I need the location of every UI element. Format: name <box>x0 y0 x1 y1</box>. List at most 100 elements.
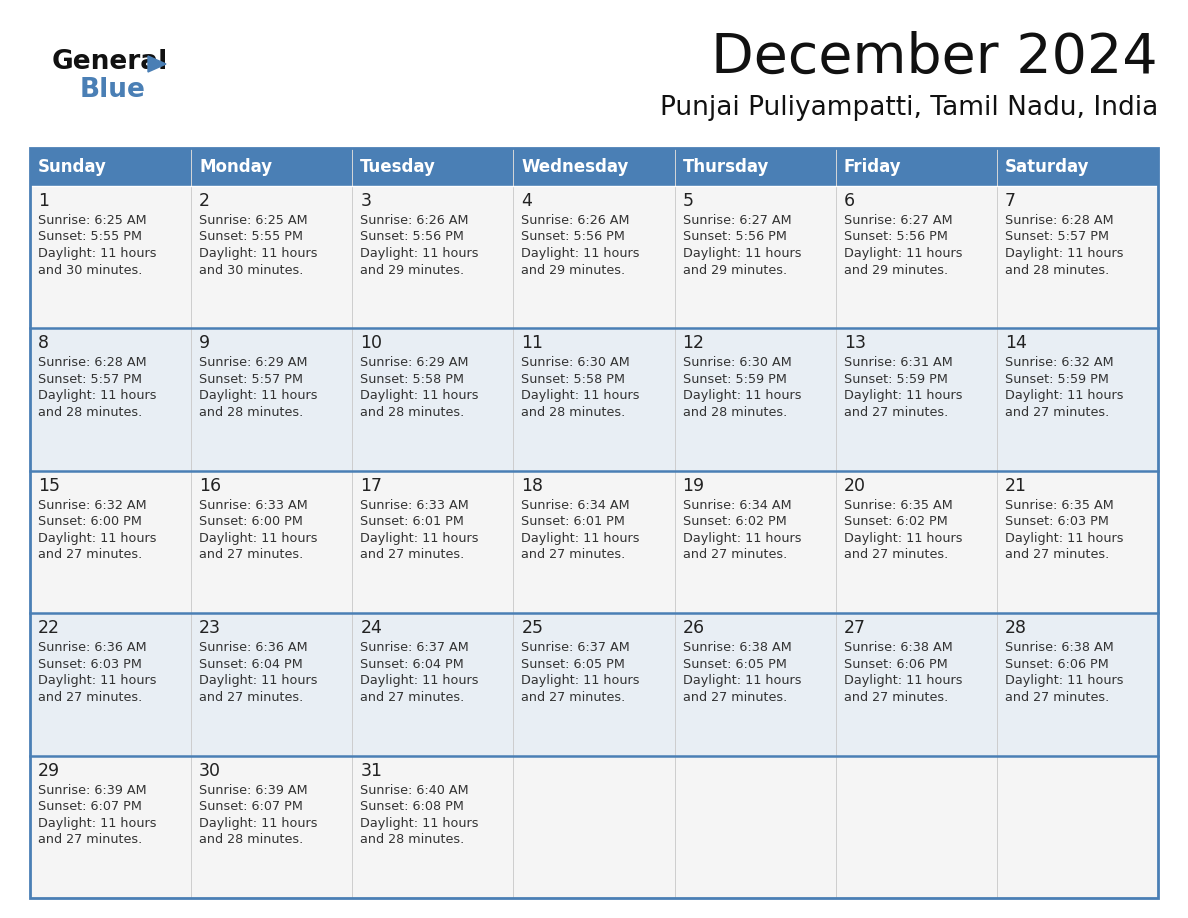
Text: Sunrise: 6:36 AM: Sunrise: 6:36 AM <box>38 641 146 655</box>
Polygon shape <box>148 56 166 72</box>
Text: 18: 18 <box>522 476 543 495</box>
Bar <box>30 148 191 186</box>
Text: Sunset: 5:58 PM: Sunset: 5:58 PM <box>360 373 465 386</box>
Text: 26: 26 <box>683 620 704 637</box>
Text: Sunset: 5:57 PM: Sunset: 5:57 PM <box>38 373 143 386</box>
Text: Sunrise: 6:38 AM: Sunrise: 6:38 AM <box>1005 641 1113 655</box>
Text: Sunset: 6:04 PM: Sunset: 6:04 PM <box>200 657 303 671</box>
Text: Sunset: 6:01 PM: Sunset: 6:01 PM <box>522 515 625 528</box>
Text: Sunset: 6:02 PM: Sunset: 6:02 PM <box>843 515 948 528</box>
Text: Sunrise: 6:33 AM: Sunrise: 6:33 AM <box>360 498 469 512</box>
Text: Sunrise: 6:39 AM: Sunrise: 6:39 AM <box>200 784 308 797</box>
Text: Thursday: Thursday <box>683 158 769 176</box>
Text: 30: 30 <box>200 762 221 779</box>
Text: and 28 minutes.: and 28 minutes. <box>38 406 143 419</box>
Bar <box>835 471 997 613</box>
Text: Daylight: 11 hours: Daylight: 11 hours <box>683 247 801 260</box>
Text: Sunset: 5:55 PM: Sunset: 5:55 PM <box>200 230 303 243</box>
Text: Sunrise: 6:40 AM: Sunrise: 6:40 AM <box>360 784 469 797</box>
Text: Daylight: 11 hours: Daylight: 11 hours <box>522 247 640 260</box>
Bar <box>353 186 513 329</box>
Text: Daylight: 11 hours: Daylight: 11 hours <box>200 532 317 544</box>
Text: Sunrise: 6:25 AM: Sunrise: 6:25 AM <box>38 214 146 227</box>
Text: Daylight: 11 hours: Daylight: 11 hours <box>843 389 962 402</box>
Bar <box>997 613 1158 756</box>
Bar <box>191 756 353 898</box>
Text: Wednesday: Wednesday <box>522 158 628 176</box>
Text: Sunset: 5:56 PM: Sunset: 5:56 PM <box>843 230 948 243</box>
Text: Sunrise: 6:30 AM: Sunrise: 6:30 AM <box>683 356 791 369</box>
Text: Sunrise: 6:32 AM: Sunrise: 6:32 AM <box>1005 356 1113 369</box>
Text: Daylight: 11 hours: Daylight: 11 hours <box>843 247 962 260</box>
Bar <box>835 148 997 186</box>
Bar <box>191 471 353 613</box>
Text: Sunset: 6:03 PM: Sunset: 6:03 PM <box>38 657 141 671</box>
Text: Sunset: 5:56 PM: Sunset: 5:56 PM <box>360 230 465 243</box>
Bar <box>30 148 1158 898</box>
Text: and 29 minutes.: and 29 minutes. <box>843 263 948 276</box>
Text: Sunrise: 6:39 AM: Sunrise: 6:39 AM <box>38 784 146 797</box>
Text: Monday: Monday <box>200 158 272 176</box>
Text: Sunrise: 6:35 AM: Sunrise: 6:35 AM <box>843 498 953 512</box>
Text: 7: 7 <box>1005 192 1016 210</box>
Text: Daylight: 11 hours: Daylight: 11 hours <box>38 674 157 688</box>
Text: Daylight: 11 hours: Daylight: 11 hours <box>38 389 157 402</box>
Text: Sunrise: 6:25 AM: Sunrise: 6:25 AM <box>200 214 308 227</box>
Text: Sunset: 6:00 PM: Sunset: 6:00 PM <box>38 515 141 528</box>
Bar <box>513 329 675 471</box>
Text: Sunset: 6:06 PM: Sunset: 6:06 PM <box>1005 657 1108 671</box>
Text: Saturday: Saturday <box>1005 158 1089 176</box>
Text: Friday: Friday <box>843 158 902 176</box>
Text: Sunrise: 6:27 AM: Sunrise: 6:27 AM <box>843 214 953 227</box>
Bar <box>675 148 835 186</box>
Text: Daylight: 11 hours: Daylight: 11 hours <box>360 674 479 688</box>
Text: Sunset: 6:00 PM: Sunset: 6:00 PM <box>200 515 303 528</box>
Text: Sunrise: 6:30 AM: Sunrise: 6:30 AM <box>522 356 630 369</box>
Text: Tuesday: Tuesday <box>360 158 436 176</box>
Text: Daylight: 11 hours: Daylight: 11 hours <box>200 247 317 260</box>
Text: 11: 11 <box>522 334 543 353</box>
Bar <box>353 329 513 471</box>
Text: Sunset: 5:56 PM: Sunset: 5:56 PM <box>522 230 625 243</box>
Text: Daylight: 11 hours: Daylight: 11 hours <box>522 389 640 402</box>
Text: Sunset: 5:57 PM: Sunset: 5:57 PM <box>1005 230 1108 243</box>
Text: Sunset: 5:59 PM: Sunset: 5:59 PM <box>843 373 948 386</box>
Text: 19: 19 <box>683 476 704 495</box>
Text: and 28 minutes.: and 28 minutes. <box>1005 263 1110 276</box>
Text: Daylight: 11 hours: Daylight: 11 hours <box>360 817 479 830</box>
Text: Daylight: 11 hours: Daylight: 11 hours <box>683 532 801 544</box>
Text: Daylight: 11 hours: Daylight: 11 hours <box>522 674 640 688</box>
Text: and 27 minutes.: and 27 minutes. <box>843 406 948 419</box>
Text: 2: 2 <box>200 192 210 210</box>
Text: Daylight: 11 hours: Daylight: 11 hours <box>1005 247 1124 260</box>
Bar <box>835 329 997 471</box>
Text: and 28 minutes.: and 28 minutes. <box>360 406 465 419</box>
Text: and 27 minutes.: and 27 minutes. <box>683 690 786 704</box>
Text: Blue: Blue <box>80 77 146 103</box>
Text: Sunday: Sunday <box>38 158 107 176</box>
Text: 25: 25 <box>522 620 543 637</box>
Text: and 27 minutes.: and 27 minutes. <box>1005 406 1110 419</box>
Text: and 28 minutes.: and 28 minutes. <box>200 834 303 846</box>
Text: 22: 22 <box>38 620 61 637</box>
Text: 3: 3 <box>360 192 372 210</box>
Bar <box>997 329 1158 471</box>
Text: 12: 12 <box>683 334 704 353</box>
Text: Daylight: 11 hours: Daylight: 11 hours <box>522 532 640 544</box>
Bar <box>513 756 675 898</box>
Text: Sunset: 5:57 PM: Sunset: 5:57 PM <box>200 373 303 386</box>
Bar <box>191 148 353 186</box>
Text: and 27 minutes.: and 27 minutes. <box>200 548 303 561</box>
Text: Sunrise: 6:37 AM: Sunrise: 6:37 AM <box>522 641 630 655</box>
Text: General: General <box>52 49 169 75</box>
Text: Daylight: 11 hours: Daylight: 11 hours <box>200 674 317 688</box>
Text: 13: 13 <box>843 334 866 353</box>
Text: Daylight: 11 hours: Daylight: 11 hours <box>200 389 317 402</box>
Text: and 28 minutes.: and 28 minutes. <box>200 406 303 419</box>
Text: and 27 minutes.: and 27 minutes. <box>843 690 948 704</box>
Text: Sunrise: 6:29 AM: Sunrise: 6:29 AM <box>200 356 308 369</box>
Bar <box>513 148 675 186</box>
Text: Sunset: 6:03 PM: Sunset: 6:03 PM <box>1005 515 1108 528</box>
Text: and 30 minutes.: and 30 minutes. <box>38 263 143 276</box>
Text: Sunrise: 6:26 AM: Sunrise: 6:26 AM <box>360 214 469 227</box>
